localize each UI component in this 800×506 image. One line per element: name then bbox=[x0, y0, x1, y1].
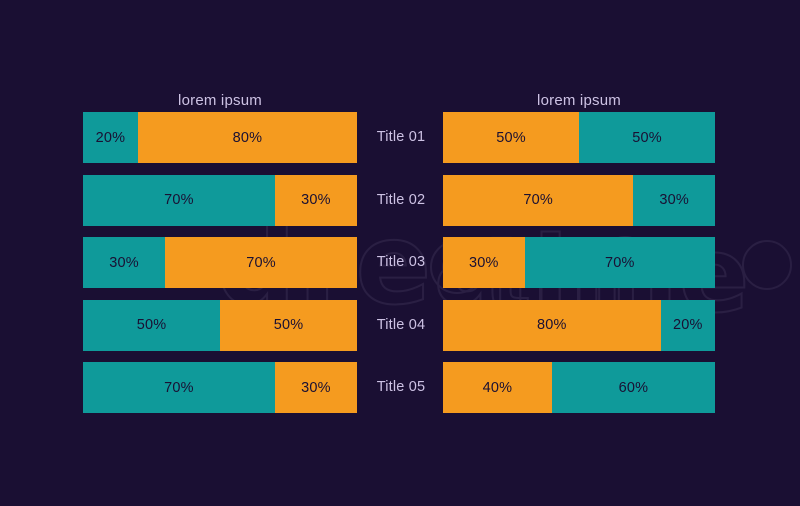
bar-segment-teal-60[interactable]: 60% bbox=[551, 362, 715, 413]
bar-segment-teal-30[interactable]: 30% bbox=[83, 237, 166, 288]
row-title-2: Title 02 bbox=[376, 191, 426, 208]
bar-segment-value-label: 50% bbox=[136, 317, 167, 333]
bar-segment-value-label: 30% bbox=[301, 379, 331, 396]
stacked-bar-right-2[interactable]: 70% 30% bbox=[443, 174, 715, 226]
stacked-bar-left-3[interactable]: 30% 70% bbox=[83, 237, 357, 288]
bar-segment-value-label: 30% bbox=[301, 192, 331, 208]
watermark-ring-icon bbox=[742, 240, 792, 290]
bar-segment-value-label: 80% bbox=[232, 129, 263, 146]
bar-segment-teal-70[interactable]: 70% bbox=[83, 174, 275, 226]
stacked-bar-right-3[interactable]: 30% 70% bbox=[443, 237, 715, 288]
bar-segment-teal-20[interactable]: 20% bbox=[83, 112, 138, 163]
bar-segment-value-label: 40% bbox=[482, 379, 513, 396]
stacked-bar-right-4[interactable]: 80% 20% bbox=[443, 299, 715, 351]
row-title-5: Title 05 bbox=[376, 379, 426, 395]
bar-segment-orange-80[interactable]: 80% bbox=[137, 112, 357, 163]
row-title-4: Title 04 bbox=[376, 316, 426, 333]
bar-segment-value-label: 20% bbox=[95, 129, 126, 146]
row-title-1: Title 01 bbox=[376, 129, 426, 145]
bar-segment-teal-70[interactable]: 70% bbox=[524, 237, 715, 288]
bar-segment-value-label: 70% bbox=[523, 192, 553, 208]
bar-segment-value-label: 60% bbox=[618, 379, 649, 396]
bar-segment-orange-80[interactable]: 80% bbox=[443, 299, 661, 351]
bar-segment-orange-50[interactable]: 50% bbox=[220, 299, 357, 351]
bar-segment-orange-30[interactable]: 30% bbox=[274, 174, 357, 226]
row-title-3: Title 03 bbox=[376, 254, 426, 270]
bar-segment-orange-40[interactable]: 40% bbox=[443, 362, 552, 413]
bar-segment-orange-70[interactable]: 70% bbox=[443, 174, 634, 226]
bar-segment-value-label: 30% bbox=[659, 192, 689, 208]
stacked-bar-left-2[interactable]: 70% 30% bbox=[83, 174, 357, 226]
bar-segment-orange-50[interactable]: 50% bbox=[443, 112, 579, 163]
bar-segment-orange-30[interactable]: 30% bbox=[274, 362, 357, 413]
bar-segment-value-label: 70% bbox=[164, 379, 194, 396]
bar-segment-value-label: 70% bbox=[246, 254, 276, 271]
bar-segment-teal-50[interactable]: 50% bbox=[579, 112, 715, 163]
bar-segment-value-label: 30% bbox=[468, 254, 499, 271]
stacked-bar-right-1[interactable]: 50% 50% bbox=[443, 112, 715, 163]
bar-segment-value-label: 50% bbox=[496, 129, 526, 146]
bar-segment-value-label: 80% bbox=[536, 317, 567, 333]
bar-segment-teal-50[interactable]: 50% bbox=[83, 299, 220, 351]
bar-segment-orange-70[interactable]: 70% bbox=[165, 237, 357, 288]
bar-segment-teal-20[interactable]: 20% bbox=[660, 299, 715, 351]
stacked-bar-left-5[interactable]: 70% 30% bbox=[83, 362, 357, 413]
bar-segment-value-label: 50% bbox=[632, 129, 662, 146]
bar-segment-value-label: 50% bbox=[273, 317, 304, 333]
bar-segment-teal-70[interactable]: 70% bbox=[83, 362, 275, 413]
bar-segment-teal-30[interactable]: 30% bbox=[633, 174, 715, 226]
bar-segment-orange-30[interactable]: 30% bbox=[443, 237, 525, 288]
bar-segment-value-label: 30% bbox=[109, 254, 139, 271]
stacked-bar-right-5[interactable]: 40% 60% bbox=[443, 362, 715, 413]
stacked-bar-left-4[interactable]: 50% 50% bbox=[83, 299, 357, 351]
bar-segment-value-label: 70% bbox=[604, 254, 635, 271]
bar-segment-value-label: 20% bbox=[672, 317, 703, 333]
column-header-left: lorem ipsum bbox=[178, 92, 262, 109]
stacked-bar-left-1[interactable]: 20% 80% bbox=[83, 112, 357, 163]
column-header-right: lorem ipsum bbox=[537, 92, 621, 109]
bar-segment-value-label: 70% bbox=[164, 192, 194, 208]
